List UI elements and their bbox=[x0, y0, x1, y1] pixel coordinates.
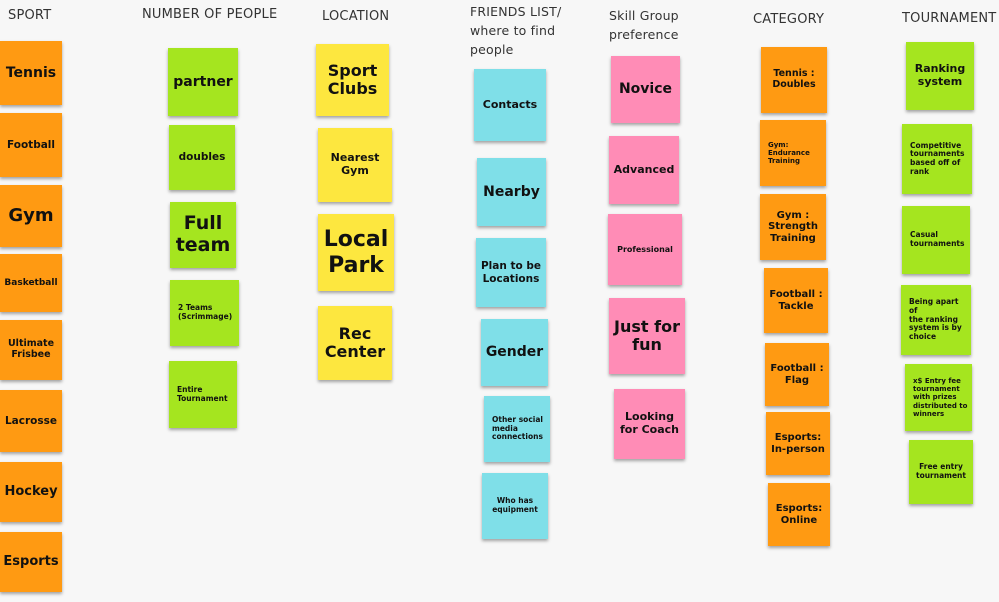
sticky-note[interactable]: Advanced bbox=[609, 136, 679, 204]
sticky-note[interactable]: Esports: Online bbox=[768, 483, 830, 546]
sticky-note[interactable]: Novice bbox=[611, 56, 680, 123]
sticky-note[interactable]: Looking for Coach bbox=[614, 389, 685, 459]
sticky-note[interactable]: Basketball bbox=[0, 254, 62, 312]
sticky-note[interactable]: Just for fun bbox=[609, 298, 685, 374]
sticky-note[interactable]: Nearby bbox=[477, 158, 546, 226]
sticky-note[interactable]: 2 Teams (Scrimmage) bbox=[170, 280, 239, 346]
sticky-note[interactable]: Nearest Gym bbox=[318, 128, 392, 202]
sticky-note[interactable]: Other social media connections bbox=[484, 396, 550, 462]
sticky-note[interactable]: Gym : Strength Training bbox=[760, 194, 826, 260]
sticky-note[interactable]: Entire Tournament bbox=[169, 361, 237, 428]
sticky-note[interactable]: Rec Center bbox=[318, 306, 392, 380]
sticky-note[interactable]: Lacrosse bbox=[0, 390, 62, 452]
sticky-note[interactable]: Competitive tournaments based off of ran… bbox=[902, 124, 972, 194]
sticky-note[interactable]: Tennis : Doubles bbox=[761, 47, 827, 113]
sticky-note[interactable]: Professional bbox=[608, 214, 682, 285]
sticky-note[interactable]: Football : Flag bbox=[765, 343, 829, 406]
header-sport: SPORT bbox=[8, 8, 52, 23]
sticky-note[interactable]: Ranking system bbox=[906, 42, 974, 110]
sticky-note[interactable]: Free entry tournament bbox=[909, 440, 973, 504]
sticky-note[interactable]: Local Park bbox=[318, 214, 394, 291]
header-category: CATEGORY bbox=[753, 12, 825, 27]
sticky-note[interactable]: Gym bbox=[0, 185, 62, 247]
header-friends-list: FRIENDS LIST/ where to find people bbox=[470, 4, 562, 57]
header-location: LOCATION bbox=[322, 9, 390, 24]
sticky-note[interactable]: Tennis bbox=[0, 41, 62, 105]
sticky-note[interactable]: Gender bbox=[481, 319, 548, 386]
header-number-of-people: NUMBER OF PEOPLE bbox=[142, 7, 278, 22]
sticky-note[interactable]: Plan to be Locations bbox=[476, 238, 546, 307]
sticky-note[interactable]: Gym: Endurance Training bbox=[760, 120, 826, 186]
sticky-note[interactable]: partner bbox=[168, 48, 238, 116]
sticky-note[interactable]: Full team bbox=[170, 202, 236, 268]
sticky-note[interactable]: Being apart of the ranking system is by … bbox=[901, 285, 971, 355]
sticky-note[interactable]: Esports: In-person bbox=[766, 412, 830, 475]
sticky-note[interactable]: Who has equipment bbox=[482, 473, 548, 539]
sticky-note[interactable]: Football : Tackle bbox=[764, 268, 828, 333]
header-tournament: TOURNAMENT bbox=[902, 11, 997, 26]
sticky-note[interactable]: Casual tournaments bbox=[902, 206, 970, 274]
sticky-note[interactable]: Sport Clubs bbox=[316, 44, 389, 116]
header-skill-group: Skill Group preference bbox=[609, 8, 679, 42]
sticky-note[interactable]: doubles bbox=[169, 125, 235, 190]
sticky-note[interactable]: Contacts bbox=[474, 69, 546, 141]
sticky-note[interactable]: Football bbox=[0, 113, 62, 177]
sticky-note[interactable]: Hockey bbox=[0, 462, 62, 522]
sticky-note[interactable]: x$ Entry fee tournament with prizes dist… bbox=[905, 364, 972, 431]
sticky-note[interactable]: Ultimate Frisbee bbox=[0, 320, 62, 380]
sticky-note[interactable]: Esports bbox=[0, 532, 62, 592]
